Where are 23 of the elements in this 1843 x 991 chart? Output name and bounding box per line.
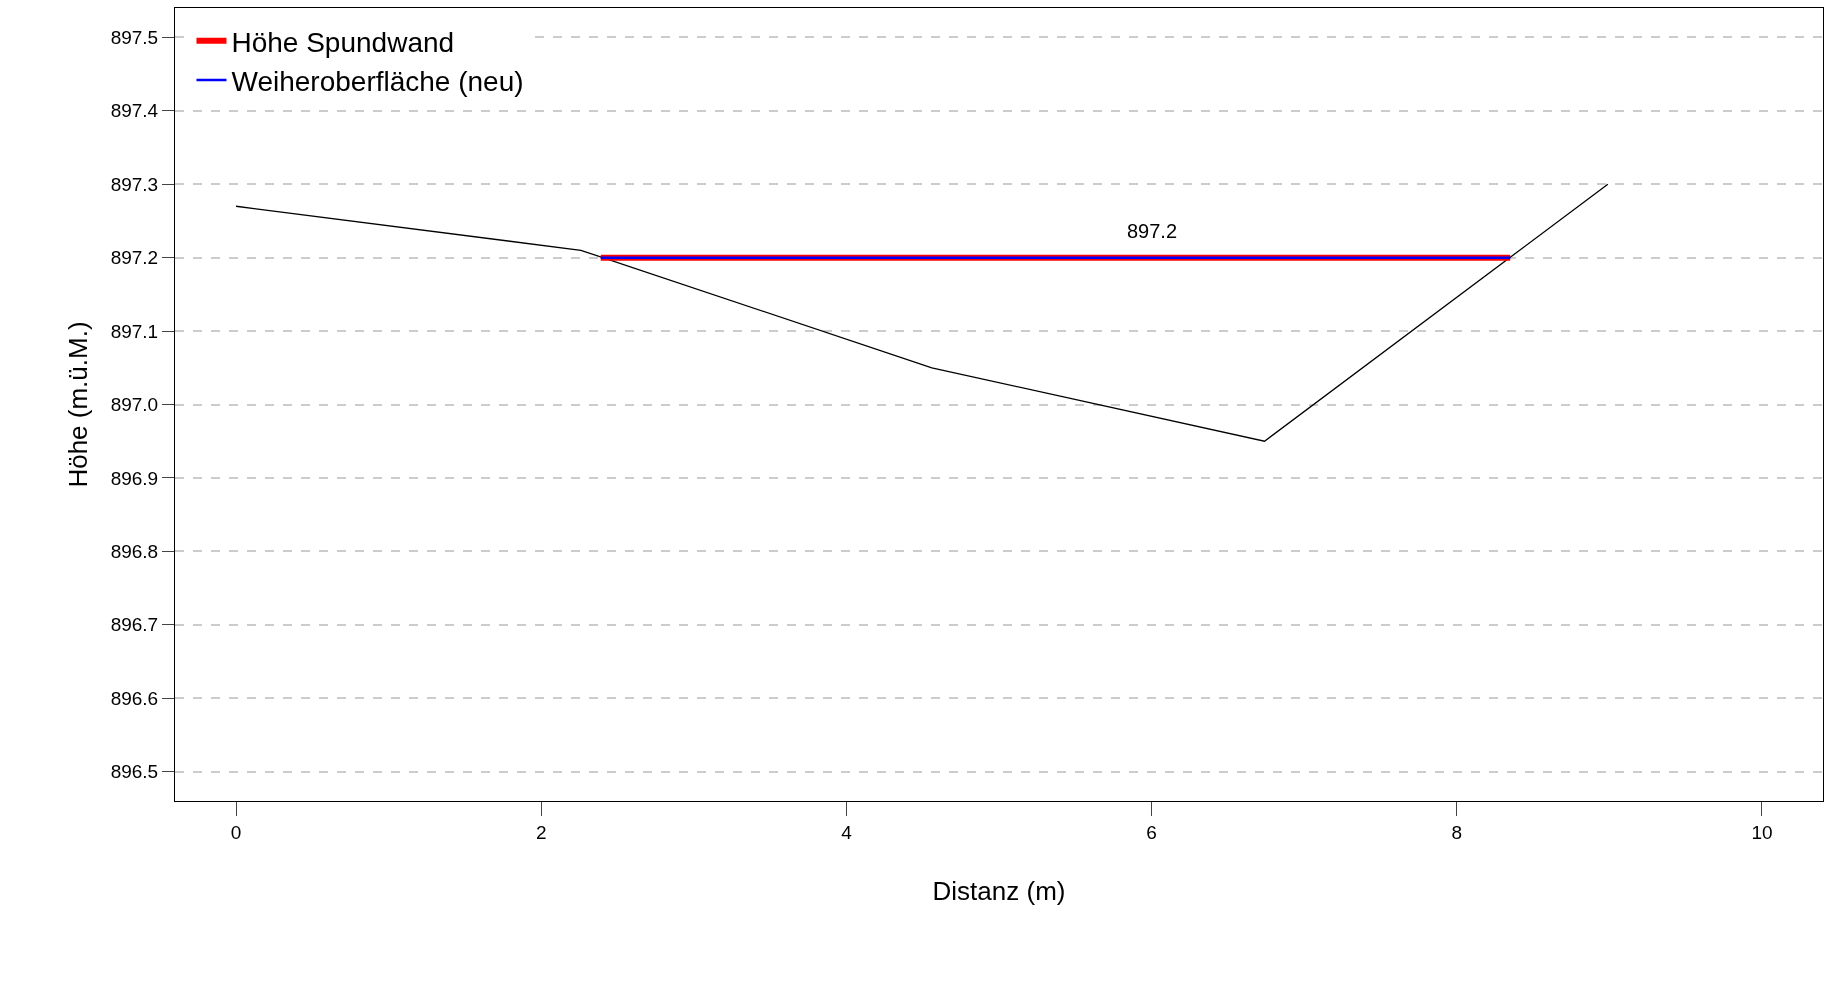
x-tick-label: 4 bbox=[841, 821, 853, 843]
y-tick-label: 897.4 bbox=[110, 100, 159, 122]
legend-label: Weiheroberfläche (neu) bbox=[231, 65, 524, 97]
legend-label: Höhe Spundwand bbox=[231, 26, 455, 58]
x-tick-label: 0 bbox=[230, 821, 242, 843]
y-tick-label: 897.0 bbox=[110, 394, 159, 416]
x-tick-label: 8 bbox=[1451, 821, 1463, 843]
y-tick-label: 896.9 bbox=[110, 467, 159, 489]
y-tick-label: 896.8 bbox=[110, 541, 159, 562]
y-tick-label: 896.7 bbox=[110, 614, 159, 636]
y-tick-label: 896.6 bbox=[110, 687, 159, 709]
y-tick-label: 897.3 bbox=[110, 173, 159, 195]
x-tick-label: 6 bbox=[1146, 821, 1157, 843]
line-series bbox=[235, 183, 1609, 442]
annotation: 897.2 bbox=[1127, 220, 1178, 242]
y-tick-label: 897.1 bbox=[110, 320, 159, 342]
y-axis-title: Höhe (m.ü.M.) bbox=[63, 321, 94, 488]
y-tick-label: 896.5 bbox=[110, 761, 159, 783]
y-tick-label: 897.2 bbox=[110, 247, 159, 269]
x-tick-label: 10 bbox=[1751, 821, 1773, 843]
x-axis-title: Distanz (m) bbox=[932, 876, 1066, 907]
y-tick-label: 897.5 bbox=[110, 27, 159, 49]
x-tick-label: 2 bbox=[535, 821, 547, 843]
